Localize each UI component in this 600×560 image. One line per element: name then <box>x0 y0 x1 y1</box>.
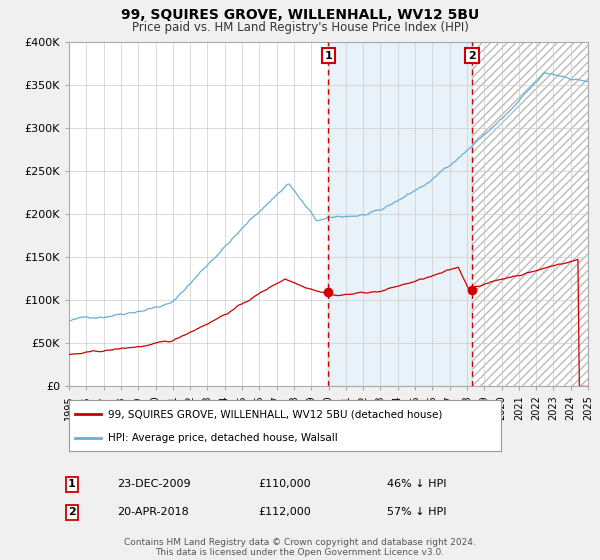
Text: 1: 1 <box>68 479 76 489</box>
Text: HPI: Average price, detached house, Walsall: HPI: Average price, detached house, Wals… <box>108 433 338 443</box>
Text: 2: 2 <box>68 507 76 517</box>
Text: £112,000: £112,000 <box>258 507 311 517</box>
Bar <box>472 42 588 386</box>
Text: 1: 1 <box>324 50 332 60</box>
Text: 46% ↓ HPI: 46% ↓ HPI <box>387 479 446 489</box>
Text: £110,000: £110,000 <box>258 479 311 489</box>
Bar <box>328 42 472 386</box>
Text: 23-DEC-2009: 23-DEC-2009 <box>117 479 191 489</box>
Text: Price paid vs. HM Land Registry's House Price Index (HPI): Price paid vs. HM Land Registry's House … <box>131 21 469 34</box>
Text: 57% ↓ HPI: 57% ↓ HPI <box>387 507 446 517</box>
Text: 20-APR-2018: 20-APR-2018 <box>117 507 189 517</box>
Text: 99, SQUIRES GROVE, WILLENHALL, WV12 5BU (detached house): 99, SQUIRES GROVE, WILLENHALL, WV12 5BU … <box>108 409 442 419</box>
Text: 2: 2 <box>468 50 476 60</box>
Text: 99, SQUIRES GROVE, WILLENHALL, WV12 5BU: 99, SQUIRES GROVE, WILLENHALL, WV12 5BU <box>121 8 479 22</box>
Text: Contains HM Land Registry data © Crown copyright and database right 2024.
This d: Contains HM Land Registry data © Crown c… <box>124 538 476 557</box>
